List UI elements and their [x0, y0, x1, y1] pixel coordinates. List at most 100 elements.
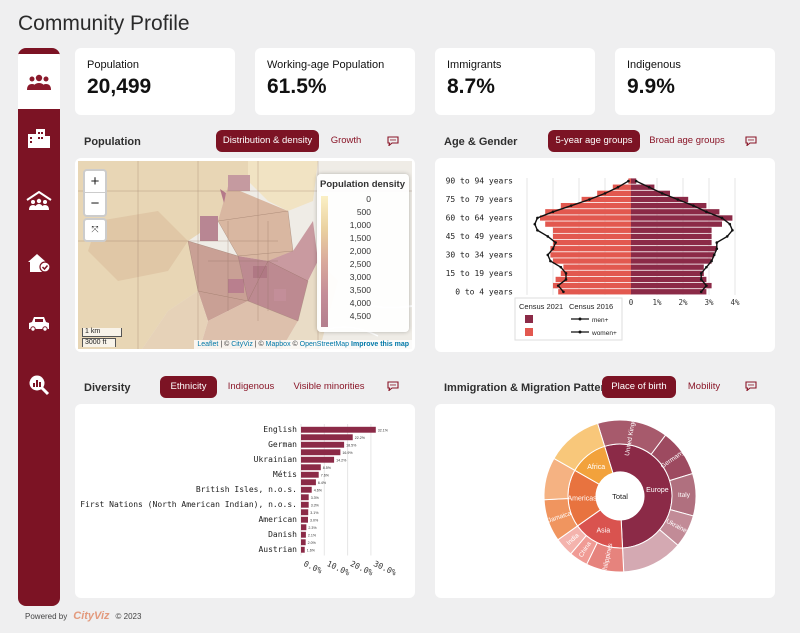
- ethnicity-bar: [301, 426, 376, 433]
- category-label: Ukrainian: [254, 455, 298, 464]
- data-label: 14.2%: [336, 459, 347, 463]
- bar-women-2021: [553, 239, 631, 246]
- point-men-2016: [705, 210, 708, 214]
- x-tick-label: 0: [629, 298, 634, 307]
- ethnicity-bar: [301, 441, 345, 448]
- point-men-2016: [705, 284, 708, 287]
- cityviz-link[interactable]: CityViz: [231, 341, 253, 348]
- point-women-2016: [533, 222, 537, 226]
- tab-growth[interactable]: Growth: [330, 135, 362, 146]
- population-map[interactable]: + − ⤧ Population density 0 500 1,000 1,5…: [78, 161, 412, 349]
- point-women-2016: [562, 290, 565, 294]
- point-men-2016: [731, 228, 734, 232]
- point-women-2016: [556, 284, 560, 287]
- tab-5-year-age-groups[interactable]: 5-year age groups: [548, 130, 640, 152]
- attribution-separator: | ©: [220, 341, 230, 348]
- improve-map-link[interactable]: Improve this map: [351, 341, 409, 348]
- y-tick-label: 90 to 94 years: [446, 177, 514, 186]
- comment-icon[interactable]: [745, 136, 757, 146]
- leaflet-link[interactable]: Leaflet: [197, 341, 219, 348]
- y-tick-label: 60 to 64 years: [446, 213, 514, 222]
- bar-men-2021: [631, 190, 670, 197]
- population-map-panel: + − ⤧ Population density 0 500 1,000 1,5…: [75, 158, 415, 352]
- comment-icon[interactable]: [387, 136, 399, 146]
- category-label: British Isles, n.o.s.: [196, 485, 297, 494]
- point-women-2016: [551, 210, 555, 214]
- point-women-2016: [569, 204, 573, 207]
- sidebar-item-analysis[interactable]: [18, 364, 60, 406]
- ethnicity-chart: 0.0% 10.0%20.0%30.0% 32.1% English 22.2% 18.5…: [80, 424, 398, 578]
- point-men-2016: [720, 216, 724, 220]
- fullscreen-icon: ⤧: [91, 224, 99, 234]
- sidebar-item-home[interactable]: [18, 242, 60, 284]
- kpi-label: Indigenous: [627, 59, 681, 71]
- bar-men-2021: [631, 196, 689, 203]
- bar-women-2021: [553, 258, 631, 264]
- tab-visible-minorities[interactable]: Visible minorities: [293, 381, 365, 392]
- legend-tick: 4,000: [349, 298, 371, 308]
- y-tick-label: 30 to 34 years: [446, 250, 514, 259]
- data-label: 32.1%: [378, 429, 389, 433]
- bar-men-2021: [631, 233, 712, 240]
- tab-indigenous[interactable]: Indigenous: [227, 381, 275, 392]
- immigration-section-title: Immigration & Migration Patterns: [444, 382, 618, 394]
- sidebar-item-population[interactable]: [18, 54, 60, 109]
- tab-place-of-birth[interactable]: Place of birth: [602, 376, 676, 398]
- attribution-separator: ©: [292, 341, 298, 348]
- bar-women-2021: [560, 203, 631, 209]
- ethnicity-bar: [301, 456, 335, 463]
- bar-women-2021: [545, 221, 631, 227]
- cityviz-logo[interactable]: CityViz: [73, 610, 110, 622]
- tab-mobility[interactable]: Mobility: [687, 381, 721, 392]
- osm-link[interactable]: OpenStreetMap: [299, 341, 350, 348]
- tab-distribution-density[interactable]: Distribution & density: [216, 130, 319, 152]
- category-label: Métis: [273, 469, 297, 479]
- zoom-out-button[interactable]: −: [90, 195, 100, 212]
- point-women-2016: [603, 192, 607, 195]
- fullscreen-button[interactable]: ⤧: [83, 218, 107, 242]
- comment-icon[interactable]: [745, 381, 757, 391]
- point-women-2016: [559, 265, 563, 269]
- powered-by-label: Powered by: [25, 611, 68, 621]
- sidebar-item-transport[interactable]: [18, 303, 60, 345]
- point-women-2016: [546, 235, 550, 238]
- point-men-2016: [715, 247, 719, 251]
- map-zoom-control: + −: [83, 169, 107, 217]
- kpi-value: 61.5%: [267, 75, 327, 98]
- bar-women-2021: [550, 246, 631, 252]
- data-label: 2.1%: [308, 534, 317, 538]
- legend-swatch-women: [525, 328, 533, 336]
- legend-label-women: women+: [591, 330, 617, 337]
- sidebar-item-community[interactable]: [18, 180, 60, 222]
- sidebar-item-housing[interactable]: [18, 117, 60, 159]
- y-tick-label: 15 to 19 years: [446, 269, 514, 278]
- legend-dot-men: [578, 317, 582, 321]
- y-tick-label: 45 to 49 years: [446, 232, 514, 241]
- point-women-2016: [536, 216, 539, 220]
- bar-men-2021: [631, 227, 712, 233]
- ethnicity-bar: [301, 434, 353, 441]
- legend-dot-women: [578, 330, 582, 334]
- kpi-value: 8.7%: [447, 75, 495, 98]
- tab-broad-age-groups[interactable]: Broad age groups: [649, 135, 725, 146]
- tab-ethnicity[interactable]: Ethnicity: [160, 376, 217, 398]
- ethnicity-bar: [301, 494, 309, 501]
- category-label: American: [258, 515, 297, 524]
- zoom-in-button[interactable]: +: [85, 171, 105, 193]
- bar-men-2021: [631, 209, 720, 215]
- data-label: 2.0%: [308, 541, 317, 545]
- legend-header-2016: Census 2016: [569, 302, 613, 311]
- sunburst-outer-label: Italy: [678, 492, 691, 499]
- kpi-card-indigenous: Indigenous 9.9%: [615, 48, 775, 115]
- kpi-card-immigrants: Immigrants 8.7%: [435, 48, 595, 115]
- comment-icon[interactable]: [387, 381, 399, 391]
- sidebar: [18, 48, 60, 606]
- sunburst-inner-label: Europe: [646, 487, 669, 494]
- kpi-value: 9.9%: [627, 75, 675, 98]
- point-men-2016: [712, 253, 716, 257]
- y-tick-label: 0 to 4 years: [455, 287, 513, 296]
- mapbox-link[interactable]: Mapbox: [265, 341, 291, 348]
- kpi-card-population: Population 20,499: [75, 48, 235, 115]
- data-label: 22.2%: [355, 436, 366, 440]
